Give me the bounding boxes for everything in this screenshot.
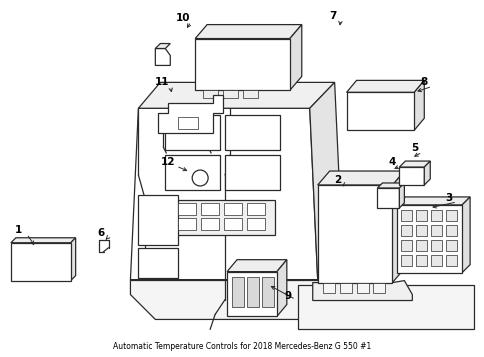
Bar — [398, 167, 424, 185]
Polygon shape — [396, 197, 469, 205]
Polygon shape — [71, 238, 76, 281]
Text: 10: 10 — [176, 12, 190, 22]
Bar — [401, 225, 411, 236]
Bar — [401, 255, 411, 266]
Polygon shape — [398, 161, 429, 167]
Circle shape — [192, 170, 208, 186]
Polygon shape — [346, 80, 424, 92]
Bar — [195, 39, 289, 90]
Bar — [261, 277, 273, 307]
Bar — [231, 277, 243, 307]
Polygon shape — [130, 108, 317, 280]
Polygon shape — [377, 183, 404, 188]
Bar — [138, 248, 178, 278]
Polygon shape — [317, 171, 404, 185]
Bar — [377, 188, 398, 208]
Polygon shape — [312, 281, 411, 301]
Bar — [11, 243, 71, 281]
Text: 3: 3 — [445, 193, 452, 203]
Polygon shape — [138, 82, 334, 108]
Bar — [223, 90, 238, 98]
Text: 4: 4 — [388, 157, 395, 167]
Bar — [346, 92, 413, 130]
Polygon shape — [392, 171, 404, 283]
Text: 12: 12 — [161, 157, 175, 167]
Bar — [415, 210, 426, 221]
Polygon shape — [297, 285, 473, 330]
Bar — [201, 218, 219, 230]
Text: 2: 2 — [333, 175, 341, 185]
Bar — [445, 210, 456, 221]
Text: 5: 5 — [410, 143, 417, 153]
Bar — [138, 195, 178, 245]
Bar — [224, 218, 242, 230]
Bar — [225, 115, 279, 150]
Bar — [175, 200, 274, 235]
Text: 7: 7 — [328, 11, 335, 21]
Bar — [430, 240, 441, 251]
Bar — [445, 225, 456, 236]
Bar — [415, 255, 426, 266]
Text: 8: 8 — [420, 77, 427, 87]
Text: 6: 6 — [97, 228, 104, 238]
Bar — [246, 218, 264, 230]
Text: Automatic Temperature Controls for 2018 Mercedes-Benz G 550 #1: Automatic Temperature Controls for 2018 … — [113, 342, 370, 351]
Bar — [430, 255, 441, 266]
Polygon shape — [195, 25, 301, 39]
Bar — [401, 240, 411, 251]
Bar — [165, 155, 220, 190]
Bar — [227, 272, 276, 316]
Polygon shape — [155, 49, 170, 65]
Polygon shape — [461, 197, 469, 273]
Text: 9: 9 — [284, 291, 291, 301]
Bar — [415, 240, 426, 251]
Polygon shape — [424, 161, 429, 185]
Bar — [317, 185, 392, 283]
Polygon shape — [413, 80, 424, 130]
Bar — [225, 155, 279, 190]
Polygon shape — [309, 82, 342, 280]
Bar — [339, 283, 351, 292]
Polygon shape — [130, 255, 342, 320]
Bar — [201, 203, 219, 215]
Bar — [178, 203, 196, 215]
Bar — [401, 210, 411, 221]
Bar — [445, 255, 456, 266]
Bar — [203, 90, 218, 98]
Polygon shape — [276, 260, 286, 316]
Bar — [322, 283, 334, 292]
Bar — [246, 203, 264, 215]
Text: 11: 11 — [155, 77, 169, 87]
Polygon shape — [289, 25, 301, 90]
Polygon shape — [155, 44, 170, 49]
Polygon shape — [398, 183, 404, 208]
Bar — [415, 225, 426, 236]
Polygon shape — [158, 95, 223, 133]
Bar — [224, 203, 242, 215]
Bar — [178, 218, 196, 230]
Polygon shape — [11, 238, 76, 243]
Bar — [246, 277, 258, 307]
Bar — [242, 90, 257, 98]
Bar — [373, 283, 385, 292]
Text: 1: 1 — [15, 225, 22, 235]
Bar — [430, 210, 441, 221]
Bar — [445, 240, 456, 251]
Bar — [430, 225, 441, 236]
Bar — [356, 283, 368, 292]
Bar — [396, 205, 461, 273]
Bar — [178, 117, 198, 129]
Bar — [165, 115, 220, 150]
Polygon shape — [227, 260, 286, 272]
